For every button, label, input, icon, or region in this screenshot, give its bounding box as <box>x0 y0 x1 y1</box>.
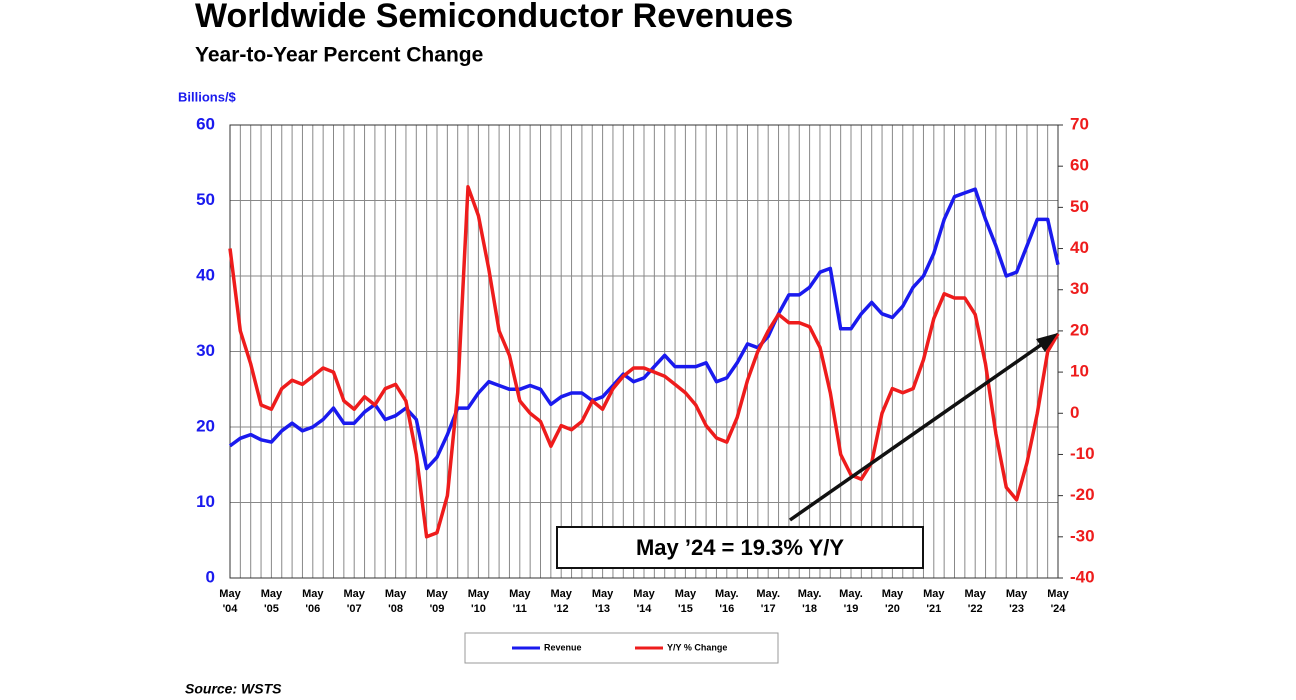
y2-tick-label: 20 <box>1070 320 1089 339</box>
x-tick-label: May '14 <box>633 588 655 615</box>
y2-tick-label: 50 <box>1070 197 1089 216</box>
y-tick-label: 10 <box>196 492 215 511</box>
series-line <box>228 185 1060 539</box>
x-tick-label: May '21 <box>923 588 945 615</box>
arrow-head <box>1036 333 1058 352</box>
y2-tick-label: 10 <box>1070 362 1089 381</box>
legend-label: Revenue <box>544 642 582 652</box>
y2-tick-label: 40 <box>1070 238 1089 257</box>
x-tick-label: May '22 <box>964 588 986 615</box>
arrow-shaft <box>788 338 1050 522</box>
x-tick-label: May '04 <box>219 588 241 615</box>
legend-box <box>464 632 779 664</box>
x-tick-label: May '10 <box>468 588 490 615</box>
x-tick-label: May '23 <box>1006 588 1028 615</box>
x-tick-label: May '06 <box>302 588 324 615</box>
y-tick-label: 0 <box>206 567 215 586</box>
chart-subtitle: Year-to-Year Percent Change <box>195 44 483 67</box>
y2-tick-label: -20 <box>1070 485 1095 504</box>
y-tick-label: 30 <box>196 341 215 360</box>
x-tick-label: May '20 <box>882 588 904 615</box>
y-tick-label: 50 <box>196 190 215 209</box>
y2-tick-label: 70 <box>1070 114 1089 133</box>
x-tick-label: May '05 <box>261 588 283 615</box>
x-tick-label: May '24 <box>1047 588 1069 615</box>
x-tick-label: May '08 <box>385 588 407 615</box>
x-tick-label: May '11 <box>509 588 531 615</box>
plot-frame <box>229 124 1059 579</box>
y-tick-label: 40 <box>196 265 215 284</box>
chart-title: Worldwide Semiconductor Revenues <box>195 0 793 35</box>
x-tick-label: May. '17 <box>756 588 780 615</box>
x-tick-label: May '12 <box>550 588 572 615</box>
x-tick-label: May. '19 <box>839 588 863 615</box>
y2-tick-label: 60 <box>1070 156 1089 175</box>
annotation: May ’24 = 19.3% Y/Y <box>636 535 844 560</box>
series-line <box>228 187 1060 471</box>
y-axis-label: Billions/$ <box>178 89 237 104</box>
annotation-box <box>556 526 924 569</box>
y2-tick-label: 30 <box>1070 279 1089 298</box>
y2-tick-label: -40 <box>1070 567 1095 586</box>
x-tick-label: May '07 <box>343 588 365 615</box>
y2-tick-label: -10 <box>1070 444 1095 463</box>
y-tick-label: 20 <box>196 416 215 435</box>
y2-tick-label: -30 <box>1070 526 1095 545</box>
y2-tick-label: 0 <box>1070 403 1079 422</box>
y-tick-label: 60 <box>196 114 215 133</box>
x-tick-label: May '13 <box>592 588 614 615</box>
x-tick-label: May. '18 <box>798 588 822 615</box>
source: Source: WSTS <box>185 681 282 697</box>
x-tick-label: May. '16 <box>715 588 739 615</box>
x-tick-label: May '09 <box>426 588 448 615</box>
x-tick-label: May '15 <box>675 588 697 615</box>
legend-label: Y/Y % Change <box>667 642 727 652</box>
